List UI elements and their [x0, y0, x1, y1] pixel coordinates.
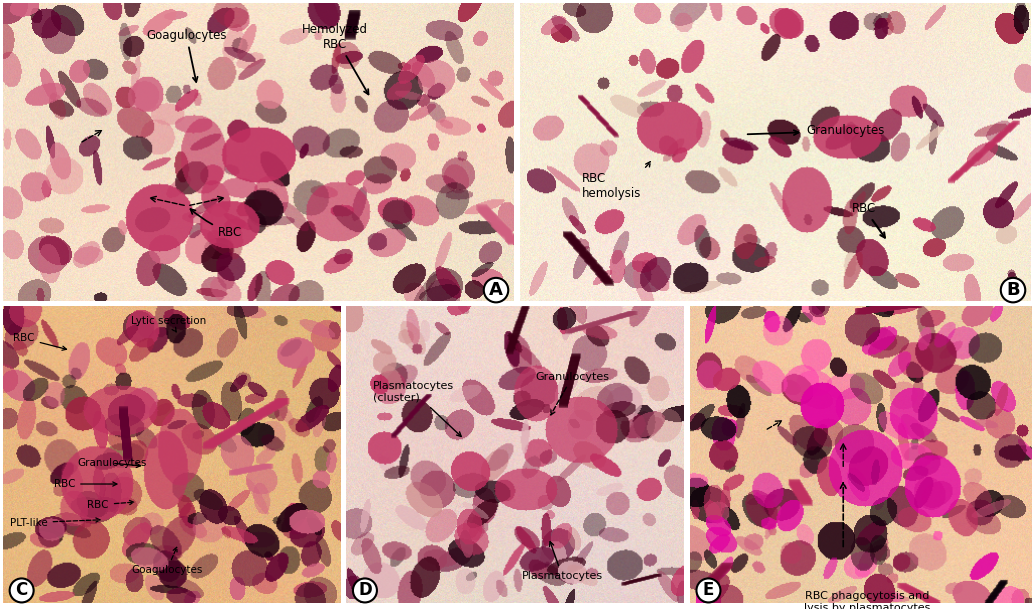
Text: Goagulocytes: Goagulocytes — [146, 29, 226, 82]
Text: B: B — [1006, 281, 1020, 299]
Text: Hemolyzed
RBC: Hemolyzed RBC — [302, 23, 368, 94]
Text: RBC phagocytosis and
lysis by plasmatocytes
(cluster): RBC phagocytosis and lysis by plasmatocy… — [803, 591, 931, 609]
Text: E: E — [703, 582, 714, 599]
Text: Granulocytes: Granulocytes — [78, 458, 147, 468]
Text: Plasmatocytes: Plasmatocytes — [522, 541, 603, 581]
Text: Lytic secretion: Lytic secretion — [131, 315, 207, 332]
Text: RBC: RBC — [54, 479, 117, 489]
Text: PLT-like: PLT-like — [10, 518, 100, 527]
Text: A: A — [489, 281, 503, 299]
Text: Granulocytes: Granulocytes — [748, 124, 884, 138]
Text: Granulocytes: Granulocytes — [536, 372, 609, 415]
Text: Plasmatocytes
(cluster): Plasmatocytes (cluster) — [373, 381, 461, 437]
Text: RBC: RBC — [190, 209, 242, 239]
Text: RBC
hemolysis: RBC hemolysis — [581, 162, 650, 200]
Text: RBC: RBC — [88, 500, 133, 510]
Text: RBC: RBC — [852, 202, 885, 238]
Text: D: D — [358, 582, 372, 599]
Text: C: C — [16, 582, 28, 599]
Text: Goagulocytes: Goagulocytes — [131, 547, 203, 575]
Text: RBC: RBC — [13, 333, 66, 350]
